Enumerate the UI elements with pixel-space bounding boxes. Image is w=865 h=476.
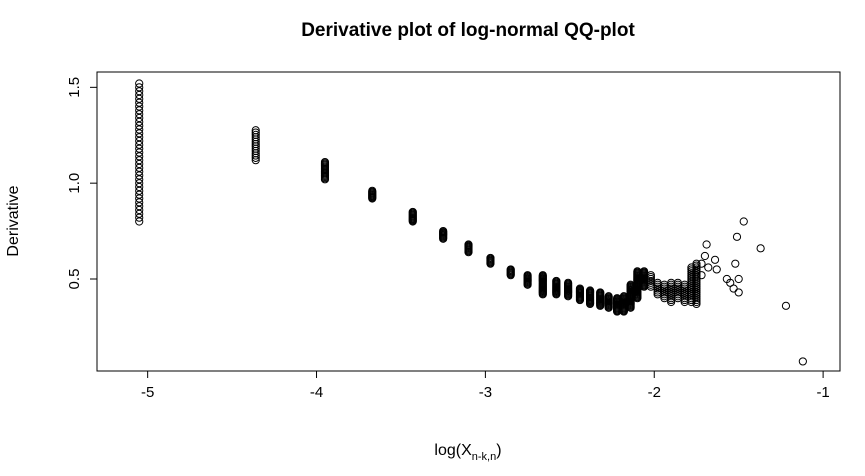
data-point (408, 207, 417, 217)
data-point (732, 232, 742, 241)
data-point (739, 217, 748, 226)
data-point (523, 271, 532, 280)
data-point (734, 274, 743, 284)
data-point (756, 244, 765, 253)
data-point (135, 79, 144, 88)
data-point (710, 255, 720, 264)
y-tick-label: 1.0 (66, 173, 83, 194)
x-tick-label: -4 (310, 384, 323, 401)
data-point (564, 278, 573, 287)
data-point (486, 253, 495, 263)
x-axis-label-main: log(X (434, 442, 472, 459)
data-point (712, 265, 721, 274)
x-axis: -5 -4 -3 -2 -1 (141, 370, 830, 401)
data-point (251, 130, 260, 139)
y-axis-label: Derivative (5, 185, 22, 256)
data-point (439, 226, 448, 236)
chart-title: Derivative plot of log-normal QQ-plot (301, 20, 635, 41)
data-point (538, 271, 547, 280)
data-point (575, 284, 585, 293)
data-point (687, 263, 696, 272)
x-tick-label: -2 (648, 384, 661, 401)
data-point (798, 357, 807, 366)
x-tick-label: -1 (816, 384, 829, 401)
data-point (320, 157, 330, 167)
data-point (734, 288, 743, 297)
data-points (135, 79, 807, 366)
x-tick-label: -3 (479, 384, 492, 401)
y-tick-label: 1.5 (66, 77, 83, 98)
x-axis-label-close: ) (496, 442, 501, 459)
data-point (640, 267, 649, 276)
data-point (552, 276, 561, 286)
data-point (702, 240, 711, 249)
data-point (585, 286, 595, 295)
data-point (781, 301, 791, 310)
data-point (251, 128, 260, 137)
data-point (368, 186, 377, 195)
data-point (464, 240, 473, 249)
data-point (646, 271, 655, 280)
data-point (135, 83, 144, 92)
data-point (692, 259, 701, 268)
data-point (731, 259, 740, 268)
plot-frame (96, 71, 841, 372)
x-tick-label: -5 (141, 384, 154, 401)
data-point (251, 126, 260, 135)
data-point (697, 259, 706, 268)
data-point (704, 263, 713, 272)
data-point (697, 271, 706, 280)
y-tick-label: 0.5 (66, 269, 83, 290)
data-point (596, 288, 605, 297)
data-point (604, 292, 613, 301)
data-point (729, 284, 738, 293)
data-point (506, 265, 515, 274)
y-axis: 0.5 1.0 1.5 (66, 77, 98, 290)
x-axis-label-subscript: n-k,n (472, 451, 496, 463)
data-point (700, 251, 710, 261)
x-axis-label: log(Xn-k,n) (434, 442, 501, 463)
